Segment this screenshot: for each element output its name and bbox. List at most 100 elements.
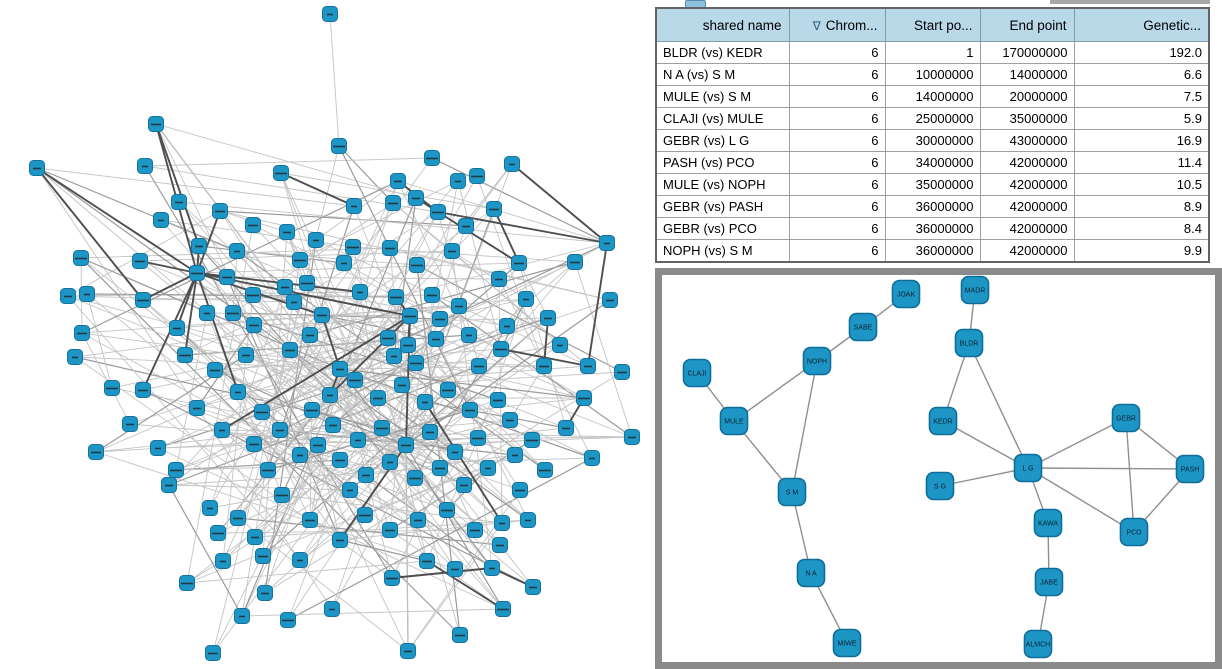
cell-value[interactable]: 6	[788, 173, 886, 196]
small-network-node-SABE[interactable]: SABE	[848, 312, 878, 342]
small-network-node-MIWE[interactable]: MIWE	[832, 628, 862, 658]
small-network-node-KAWA[interactable]: KAWA	[1033, 508, 1063, 538]
filtered-network-canvas[interactable]: JOAK MADR SABE NOPH BLDR CLAJI MULE KEDR GEBR L G…	[662, 275, 1215, 662]
cell-value[interactable]: 6	[788, 239, 886, 263]
cell-value[interactable]: 6	[788, 41, 886, 64]
cell-value[interactable]: 16.9	[1073, 129, 1210, 152]
table-row[interactable]: PASH (vs) PCO 6 34000000 42000000 11.4	[655, 151, 1210, 174]
cell-shared-name[interactable]: N A (vs) S M	[655, 63, 790, 86]
small-network-node-KEDR[interactable]: KEDR	[928, 406, 958, 436]
cell-value[interactable]: 35000000	[979, 107, 1075, 130]
small-network-node-MADR[interactable]: MADR	[960, 275, 990, 305]
cell-shared-name[interactable]: MULE (vs) S M	[655, 85, 790, 108]
cell-shared-name[interactable]: MULE (vs) NOPH	[655, 173, 790, 196]
network-edge	[81, 332, 419, 521]
small-network-node-PCO[interactable]: PCO	[1119, 517, 1149, 547]
node-label: JABE	[1040, 580, 1058, 587]
cell-value[interactable]: 170000000	[979, 41, 1075, 64]
cell-value[interactable]: 14000000	[979, 63, 1075, 86]
cell-value[interactable]: 10000000	[884, 63, 981, 86]
cell-value[interactable]: 25000000	[884, 107, 981, 130]
cell-value[interactable]: 11.4	[1073, 151, 1210, 174]
column-header-shared-name[interactable]: shared name	[655, 7, 790, 42]
cell-value[interactable]: 10.5	[1073, 173, 1210, 196]
network-edge	[329, 315, 411, 396]
table-row[interactable]: NOPH (vs) S M 6 36000000 42000000 9.9	[655, 239, 1210, 263]
small-network-node-ALMCH[interactable]: ALMCH	[1023, 629, 1053, 659]
cell-value[interactable]: 34000000	[884, 151, 981, 174]
cell-value[interactable]: 35000000	[884, 173, 981, 196]
cell-value[interactable]: 6	[788, 107, 886, 130]
network-edge	[237, 517, 409, 652]
cell-value[interactable]: 6	[788, 85, 886, 108]
cell-shared-name[interactable]: BLDR (vs) KEDR	[655, 41, 790, 64]
cell-value[interactable]: 42000000	[979, 217, 1075, 240]
cell-value[interactable]: 43000000	[979, 129, 1075, 152]
table-row[interactable]: CLAJI (vs) MULE 6 25000000 35000000 5.9	[655, 107, 1210, 130]
small-network-node-L-G[interactable]: L G	[1013, 453, 1043, 483]
cell-shared-name[interactable]: PASH (vs) PCO	[655, 151, 790, 174]
small-network-node-MULE[interactable]: MULE	[719, 406, 749, 436]
small-network-node-S-G[interactable]: S G	[925, 471, 955, 501]
small-network-node-S-M[interactable]: S M	[777, 477, 807, 507]
table-row[interactable]: MULE (vs) NOPH 6 35000000 42000000 10.5	[655, 173, 1210, 196]
cell-value[interactable]: 36000000	[884, 239, 981, 263]
network-edge	[209, 494, 283, 509]
table-row[interactable]: N A (vs) S M 6 10000000 14000000 6.6	[655, 63, 1210, 86]
cell-value[interactable]: 20000000	[979, 85, 1075, 108]
main-network-view[interactable]	[0, 0, 649, 669]
column-header-start-position[interactable]: Start po...	[884, 7, 981, 42]
small-network-node-JABE[interactable]: JABE	[1034, 567, 1064, 597]
cell-value[interactable]: 8.4	[1073, 217, 1210, 240]
table-row[interactable]: GEBR (vs) PASH 6 36000000 42000000 8.9	[655, 195, 1210, 218]
small-network-node-JOAK[interactable]: JOAK	[891, 279, 921, 309]
cell-value[interactable]: 42000000	[979, 195, 1075, 218]
cell-value[interactable]: 7.5	[1073, 85, 1210, 108]
small-network-node-BLDR[interactable]: BLDR	[954, 328, 984, 358]
small-network-node-CLAJI[interactable]: CLAJI	[682, 358, 712, 388]
cell-value[interactable]: 42000000	[979, 151, 1075, 174]
table-row[interactable]: GEBR (vs) L G 6 30000000 43000000 16.9	[655, 129, 1210, 152]
column-header-end-point[interactable]: End point	[979, 7, 1075, 42]
network-edge	[339, 368, 419, 521]
cell-value[interactable]: 6	[788, 151, 886, 174]
cell-value[interactable]: 6.6	[1073, 63, 1210, 86]
cell-shared-name[interactable]: GEBR (vs) L G	[655, 129, 790, 152]
cell-value[interactable]: 36000000	[884, 195, 981, 218]
node-label: S M	[786, 490, 799, 497]
small-network-node-N-A[interactable]: N A	[796, 558, 826, 588]
main-network-canvas[interactable]	[0, 0, 649, 669]
network-edge	[74, 356, 341, 370]
cell-value[interactable]: 9.9	[1073, 239, 1210, 263]
small-network-node-PASH[interactable]: PASH	[1175, 454, 1205, 484]
cell-value[interactable]: 1	[884, 41, 981, 64]
column-header-genetic[interactable]: Genetic...	[1073, 7, 1210, 42]
table-row[interactable]: MULE (vs) S M 6 14000000 20000000 7.5	[655, 85, 1210, 108]
small-network-node-GEBR[interactable]: GEBR	[1111, 403, 1141, 433]
cell-value[interactable]: 8.9	[1073, 195, 1210, 218]
cell-value[interactable]: 42000000	[979, 239, 1075, 263]
cell-value[interactable]: 6	[788, 63, 886, 86]
cell-shared-name[interactable]: GEBR (vs) PCO	[655, 217, 790, 240]
cell-shared-name[interactable]: CLAJI (vs) MULE	[655, 107, 790, 130]
network-edge	[281, 444, 407, 496]
cell-value[interactable]: 5.9	[1073, 107, 1210, 130]
cell-value[interactable]: 30000000	[884, 129, 981, 152]
network-edge	[36, 167, 359, 441]
network-edge	[226, 276, 341, 541]
cell-value[interactable]: 6	[788, 217, 886, 240]
table-row[interactable]: GEBR (vs) PCO 6 36000000 42000000 8.4	[655, 217, 1210, 240]
small-network-node-NOPH[interactable]: NOPH	[802, 346, 832, 376]
network-edge	[142, 389, 367, 476]
cell-value[interactable]: 192.0	[1073, 41, 1210, 64]
cell-value[interactable]: 14000000	[884, 85, 981, 108]
cell-value[interactable]: 42000000	[979, 173, 1075, 196]
cell-value[interactable]: 6	[788, 129, 886, 152]
cell-shared-name[interactable]: NOPH (vs) S M	[655, 239, 790, 263]
cell-shared-name[interactable]: GEBR (vs) PASH	[655, 195, 790, 218]
cell-value[interactable]: 36000000	[884, 217, 981, 240]
filter-icon[interactable]: ∇	[812, 18, 821, 33]
column-header-chromosome[interactable]: ∇ Chrom...	[788, 7, 886, 42]
cell-value[interactable]: 6	[788, 195, 886, 218]
table-row[interactable]: BLDR (vs) KEDR 6 1 170000000 192.0	[655, 41, 1210, 64]
